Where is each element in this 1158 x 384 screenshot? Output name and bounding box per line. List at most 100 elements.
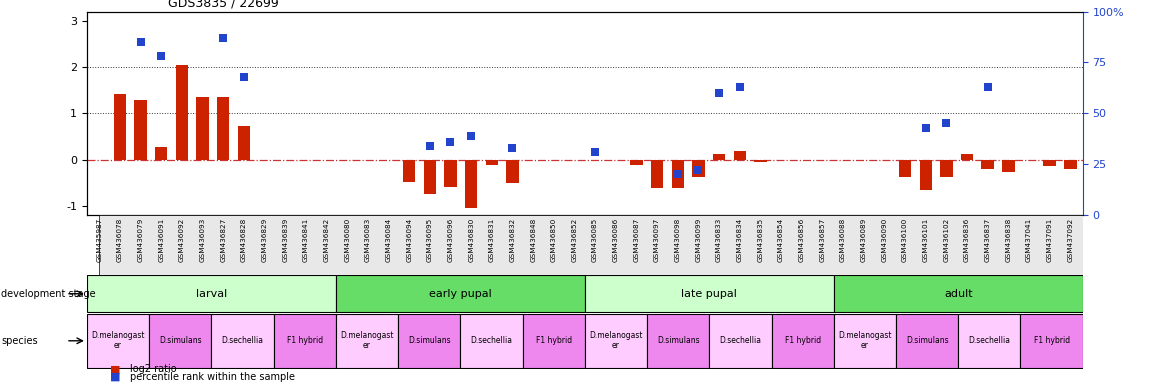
Text: GSM436084: GSM436084: [386, 218, 391, 262]
Text: GSM436085: GSM436085: [592, 218, 599, 262]
Point: [441, 139, 460, 145]
Point: [731, 84, 749, 90]
Text: D.sechellia: D.sechellia: [470, 336, 513, 345]
Text: GSM436842: GSM436842: [323, 218, 330, 262]
Text: GSM436101: GSM436101: [923, 218, 929, 262]
Text: GSM436850: GSM436850: [551, 218, 557, 262]
Text: GSM436827: GSM436827: [220, 218, 226, 262]
FancyBboxPatch shape: [100, 215, 1091, 275]
Point: [131, 39, 149, 45]
Point: [689, 167, 708, 173]
Text: GSM436834: GSM436834: [736, 218, 742, 262]
Text: adult: adult: [944, 289, 973, 299]
Bar: [754, 159, 767, 162]
Bar: [672, 159, 684, 188]
Text: GSM437092: GSM437092: [1068, 218, 1073, 262]
Text: early pupal: early pupal: [428, 289, 492, 299]
Text: D.sechellia: D.sechellia: [719, 336, 762, 345]
Point: [214, 35, 233, 41]
FancyBboxPatch shape: [336, 275, 585, 312]
FancyBboxPatch shape: [336, 314, 398, 367]
FancyBboxPatch shape: [1020, 314, 1083, 367]
Text: GSM436099: GSM436099: [696, 218, 702, 262]
Text: percentile rank within the sample: percentile rank within the sample: [130, 372, 294, 382]
Text: GSM436835: GSM436835: [757, 218, 763, 262]
Text: GSM436094: GSM436094: [406, 218, 412, 262]
Text: GSM436095: GSM436095: [427, 218, 433, 262]
FancyBboxPatch shape: [647, 314, 709, 367]
Point: [420, 143, 439, 149]
Bar: [1064, 159, 1077, 169]
Text: GSM436100: GSM436100: [902, 218, 908, 262]
FancyBboxPatch shape: [460, 314, 522, 367]
FancyBboxPatch shape: [585, 275, 834, 312]
Text: GSM436102: GSM436102: [944, 218, 950, 262]
Bar: [733, 151, 746, 159]
Bar: [466, 159, 477, 208]
Text: late pupal: late pupal: [681, 289, 738, 299]
Text: D.melanogast
er: D.melanogast er: [838, 331, 892, 351]
Bar: [651, 159, 664, 188]
FancyBboxPatch shape: [959, 314, 1020, 367]
FancyBboxPatch shape: [585, 314, 647, 367]
Text: ■: ■: [110, 372, 120, 382]
Text: GSM437091: GSM437091: [1047, 218, 1053, 262]
Text: GSM436097: GSM436097: [654, 218, 660, 262]
Text: GSM436092: GSM436092: [178, 218, 185, 262]
Text: F1 hybrid: F1 hybrid: [785, 336, 821, 345]
Text: GSM436093: GSM436093: [199, 218, 206, 262]
FancyBboxPatch shape: [87, 314, 149, 367]
FancyBboxPatch shape: [896, 314, 959, 367]
FancyBboxPatch shape: [87, 275, 336, 312]
Text: development stage: development stage: [1, 289, 96, 299]
Text: GSM436839: GSM436839: [283, 218, 288, 262]
Text: GSM436857: GSM436857: [820, 218, 826, 262]
Text: GSM436091: GSM436091: [159, 218, 164, 262]
Bar: [176, 65, 188, 159]
FancyBboxPatch shape: [211, 314, 273, 367]
FancyBboxPatch shape: [709, 314, 771, 367]
Bar: [1002, 159, 1014, 172]
Text: GSM436848: GSM436848: [530, 218, 536, 262]
Text: D.sechellia: D.sechellia: [968, 336, 1011, 345]
Bar: [961, 154, 973, 159]
Bar: [197, 97, 208, 159]
Text: GSM436079: GSM436079: [138, 218, 144, 262]
FancyBboxPatch shape: [834, 314, 896, 367]
Bar: [424, 159, 437, 194]
Bar: [445, 159, 456, 187]
Bar: [217, 97, 229, 159]
Text: ■: ■: [110, 364, 120, 374]
Text: GSM436852: GSM436852: [571, 218, 578, 262]
Text: GSM436837: GSM436837: [984, 218, 991, 262]
Bar: [713, 154, 725, 159]
Text: GSM435987: GSM435987: [96, 218, 102, 262]
Text: GSM436087: GSM436087: [633, 218, 639, 262]
Text: D.sechellia: D.sechellia: [221, 336, 264, 345]
Bar: [630, 159, 643, 165]
Text: D.simulans: D.simulans: [159, 336, 201, 345]
Text: D.melanogast
er: D.melanogast er: [340, 331, 394, 351]
Text: GSM436832: GSM436832: [510, 218, 515, 262]
Text: D.melanogast
er: D.melanogast er: [91, 331, 145, 351]
Point: [235, 74, 254, 80]
Text: GSM436829: GSM436829: [262, 218, 267, 262]
Text: GSM436098: GSM436098: [675, 218, 681, 262]
Text: species: species: [1, 336, 38, 346]
Bar: [506, 159, 519, 183]
Point: [504, 145, 522, 151]
Bar: [692, 159, 704, 177]
Text: larval: larval: [196, 289, 227, 299]
Text: GSM436090: GSM436090: [881, 218, 887, 262]
FancyBboxPatch shape: [771, 314, 834, 367]
Text: GSM436838: GSM436838: [1005, 218, 1011, 262]
Point: [462, 132, 481, 139]
FancyBboxPatch shape: [834, 275, 1083, 312]
Point: [937, 120, 955, 126]
Text: D.melanogast
er: D.melanogast er: [589, 331, 643, 351]
Text: GSM436856: GSM436856: [799, 218, 805, 262]
Text: F1 hybrid: F1 hybrid: [1034, 336, 1070, 345]
Point: [152, 53, 170, 60]
FancyBboxPatch shape: [273, 314, 336, 367]
Point: [710, 90, 728, 96]
